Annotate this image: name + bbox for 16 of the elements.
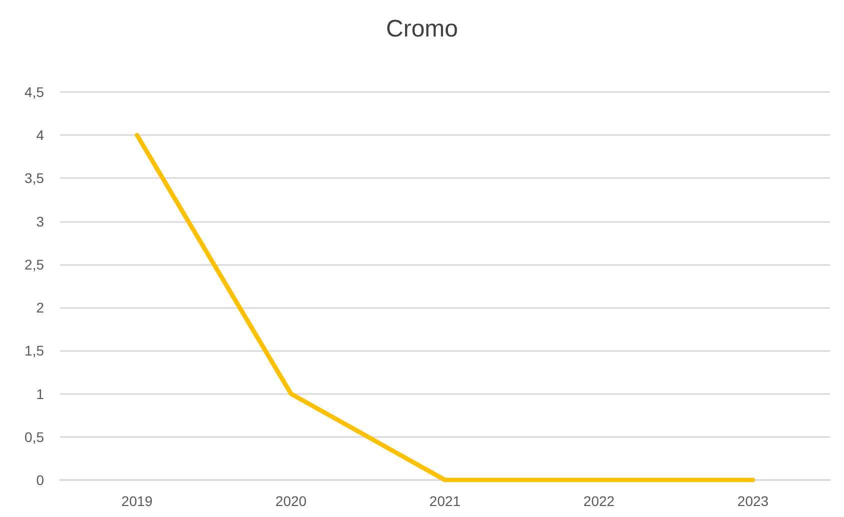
x-tick-label: 2021	[429, 493, 461, 509]
y-tick-label: 4	[36, 127, 44, 144]
x-tick-label: 2019	[121, 493, 153, 509]
y-tick-label: 2,5	[24, 256, 44, 272]
y-tick-label: 2	[36, 300, 44, 316]
x-tick-label: 2020	[275, 493, 307, 509]
y-tick-label: 4,5	[24, 84, 44, 100]
y-tick-label: 3,5	[24, 170, 44, 186]
chart-title: Cromo	[386, 16, 458, 42]
x-tick-label: 2023	[737, 493, 769, 509]
y-tick-label: 0	[36, 472, 44, 488]
y-tick-label: 3	[36, 213, 44, 230]
y-tick-label: 1	[36, 386, 44, 402]
x-tick-label: 2022	[583, 493, 615, 509]
y-tick-label: 1,5	[24, 342, 44, 359]
y-tick-label: 0,5	[24, 428, 44, 445]
